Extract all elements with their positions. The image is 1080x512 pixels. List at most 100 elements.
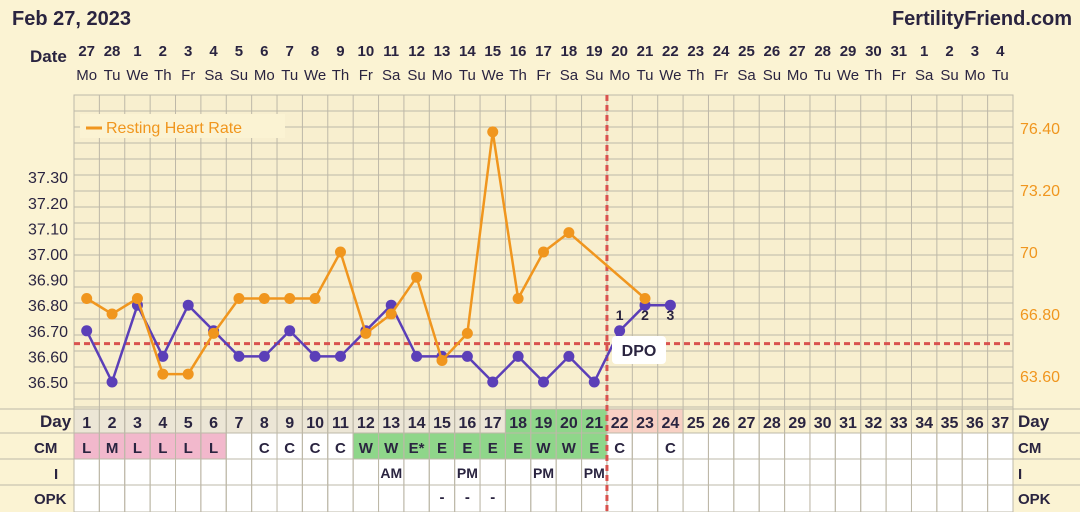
cm-cell [682,432,709,460]
day-number: 13 [382,415,400,432]
opk-cell [301,484,329,512]
day-cell [910,408,938,434]
day-number: 17 [484,415,502,432]
intercourse-cell [987,458,1014,486]
opk-cell [682,484,709,512]
date-label: 29 [840,43,857,60]
row-label-right-opk: OPK [1018,491,1051,508]
site-name[interactable]: FertilityFriend.com [891,8,1072,30]
y-left-tick: 36.80 [28,298,68,315]
date-label: 22 [662,43,679,60]
opk-cell [200,484,227,512]
bbt-point [588,376,600,388]
intercourse-cell [631,458,659,486]
y-left-tick: 37.10 [28,221,68,238]
weekday-label: Sa [737,67,756,84]
rhr-point [639,293,651,304]
opk-value: - [490,489,495,506]
y-left-tick: 37.00 [28,247,68,264]
y-right-tick: 66.80 [1020,307,1060,324]
rhr-point [538,246,549,258]
intercourse-cell [784,458,811,486]
bbt-point [258,350,270,362]
intercourse-cell [758,458,786,486]
bbt-point [309,350,321,362]
cm-value: E [488,440,498,457]
intercourse-cell [910,458,938,486]
bbt-point [461,350,473,362]
weekday-label: Tu [814,67,831,84]
rhr-point [258,293,270,304]
bbt-point [664,299,676,311]
intercourse-cell [200,458,227,486]
date-label: 9 [336,43,344,60]
cm-value: W [384,440,399,457]
weekday-label: Fr [181,67,195,84]
day-number: 35 [941,415,959,432]
date-label: 25 [738,43,755,60]
rhr-point [284,293,296,304]
intercourse-cell [327,458,354,486]
intercourse-cell [860,458,887,486]
date-label: 4 [996,43,1005,60]
bbt-point [106,376,118,388]
weekday-label: Fr [536,67,550,84]
day-number: 7 [235,415,244,432]
date-label: 16 [510,43,527,60]
rhr-point [385,308,397,320]
opk-cell [733,484,760,512]
opk-value: - [439,489,444,506]
weekday-label: We [126,67,148,84]
date-label: 3 [971,43,979,60]
cm-value: E [589,440,599,457]
date-label: 5 [235,43,243,60]
cm-cell [707,432,735,460]
opk-cell [784,484,811,512]
cm-value: L [184,440,193,457]
day-number: 25 [687,415,705,432]
day-number: 12 [357,415,375,432]
intercourse-cell [657,458,684,486]
intercourse-cell [834,458,862,486]
day-number: 34 [915,415,933,432]
opk-value: - [465,489,470,506]
row-label-i: I [54,466,58,483]
day-number: 16 [458,415,476,432]
y-left-tick: 36.90 [28,273,68,290]
day-number: 26 [712,415,730,432]
date-label: 27 [789,43,806,60]
opk-cell [834,484,862,512]
row-label-right-day: Day [1018,412,1050,431]
date-label: 30 [865,43,882,60]
day-cell [809,408,836,434]
weekday-label: Mo [432,67,453,84]
day-number: 4 [158,415,167,432]
date-label: 14 [459,43,476,60]
dpo-number: 3 [666,307,674,323]
day-number: 19 [535,415,553,432]
weekday-label: Tu [104,67,121,84]
weekday-label: We [837,67,859,84]
intercourse-cell [606,458,633,486]
legend-label: Resting Heart Rate [106,120,242,137]
row-label-cm: CM [34,440,57,457]
y-left-tick: 36.70 [28,324,68,341]
rhr-point [360,327,372,339]
date-label: 27 [78,43,95,60]
date-label: 31 [890,43,907,60]
day-cell [301,408,329,434]
intercourse-cell [961,458,989,486]
y-left-tick: 37.30 [28,170,68,187]
cm-value: C [335,440,346,457]
opk-cell [403,484,430,512]
day-number: 10 [306,415,324,432]
intercourse-cell [936,458,963,486]
cm-value: L [82,440,91,457]
bbt-point [81,325,93,337]
day-number: 37 [991,415,1009,432]
weekday-label: We [304,67,326,84]
opk-cell [149,484,177,512]
cm-value: M [106,440,119,457]
